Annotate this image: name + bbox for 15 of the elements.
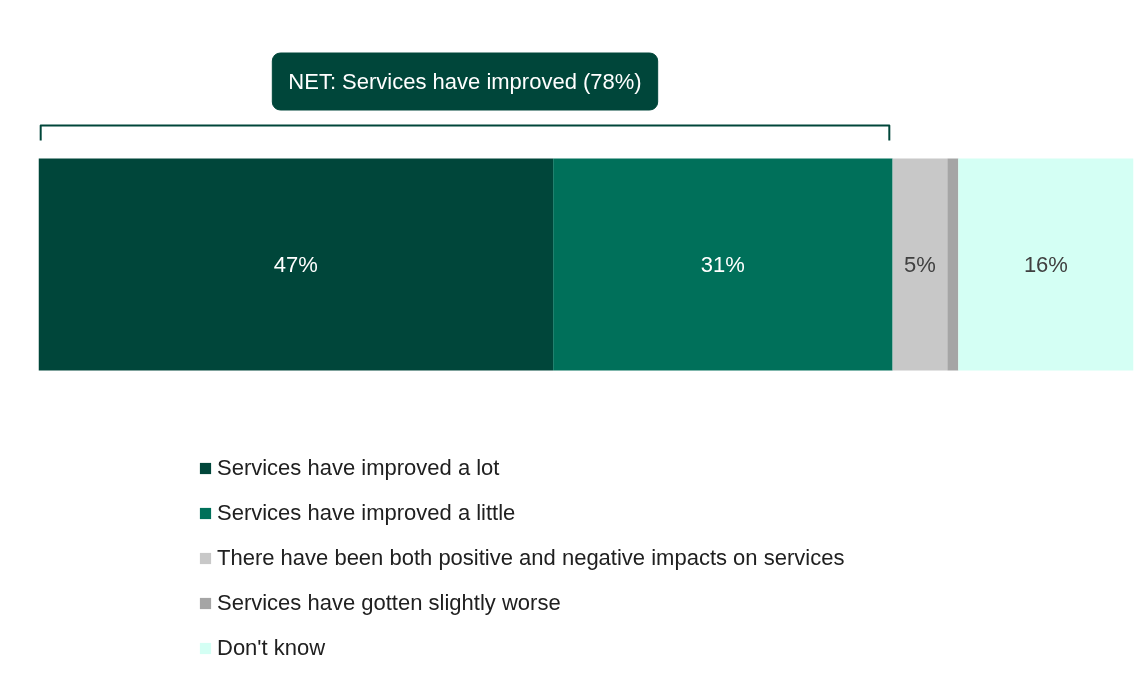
data-label: 31% bbox=[700, 252, 745, 277]
bar bbox=[553, 158, 893, 371]
bar bbox=[38, 158, 554, 371]
data-label: 47% bbox=[273, 252, 318, 277]
data-label: 5% bbox=[904, 252, 936, 277]
text: NET: Services have improved (78%) bbox=[288, 69, 642, 94]
legend-label: Services have improved a little bbox=[217, 500, 516, 526]
legend-label: Services have improved a lot bbox=[217, 455, 500, 481]
bar bbox=[958, 158, 1134, 371]
legend-label: Don't know bbox=[217, 635, 326, 661]
legend-label: There have been both positive and negative impacts on services bbox=[217, 545, 845, 571]
data-label: 16% bbox=[1023, 252, 1068, 277]
bar bbox=[892, 158, 948, 371]
legend-label: Services have gotten slightly worse bbox=[217, 590, 561, 616]
bar bbox=[947, 158, 959, 371]
